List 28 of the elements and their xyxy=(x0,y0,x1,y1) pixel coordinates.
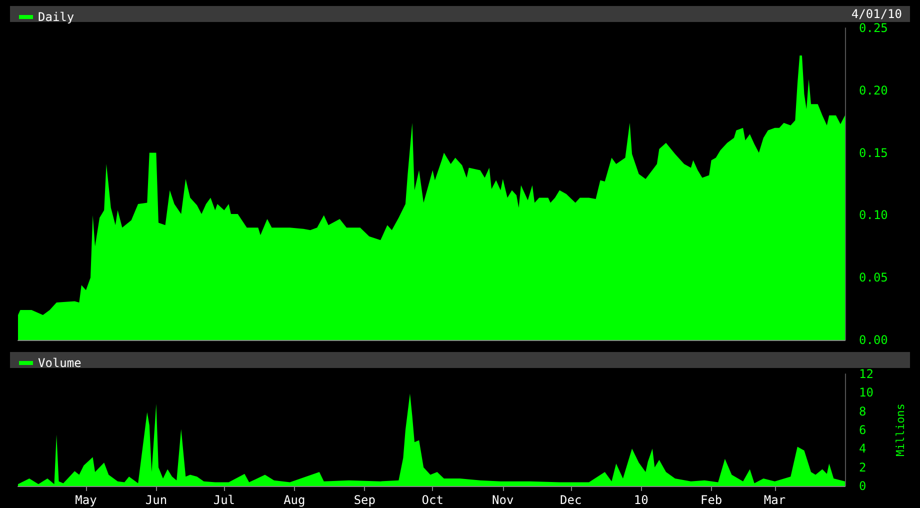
y-tick-label: 2 xyxy=(859,460,866,474)
y-tick-label: 0.25 xyxy=(859,21,888,35)
x-tick-label: Nov xyxy=(492,493,514,507)
y-tick-label: 6 xyxy=(859,423,866,437)
x-tick-label: Oct xyxy=(422,493,444,507)
x-tick-label: Dec xyxy=(560,493,582,507)
x-tick-label: Aug xyxy=(284,493,306,507)
y-axis-title: Millions xyxy=(894,404,907,456)
y-tick-label: 4 xyxy=(859,442,866,456)
x-tick-label: May xyxy=(75,493,97,507)
y-tick-label: 0.10 xyxy=(859,208,888,222)
x-tick-label: Mar xyxy=(764,493,786,507)
legend-label: Daily xyxy=(38,10,74,24)
text: 4/01/10 xyxy=(851,7,902,21)
y-tick-label: 8 xyxy=(859,404,866,418)
y-tick-label: 0.15 xyxy=(859,146,888,160)
y-tick-label: 0 xyxy=(859,479,866,493)
y-tick-label: 0.00 xyxy=(859,333,888,347)
x-tick-label: Jun xyxy=(145,493,168,507)
y-tick-label: 0.05 xyxy=(859,270,888,285)
x-tick-label: Feb xyxy=(700,493,722,507)
y-tick-label: 12 xyxy=(859,367,874,381)
y-tick-label: 10 xyxy=(859,386,874,400)
x-tick-label: Sep xyxy=(354,493,376,507)
x-tick-label: 10 xyxy=(634,493,648,507)
y-tick-label: 0.20 xyxy=(859,83,888,98)
legend-label: Volume xyxy=(38,356,82,370)
x-tick-label: Jul xyxy=(213,493,236,507)
